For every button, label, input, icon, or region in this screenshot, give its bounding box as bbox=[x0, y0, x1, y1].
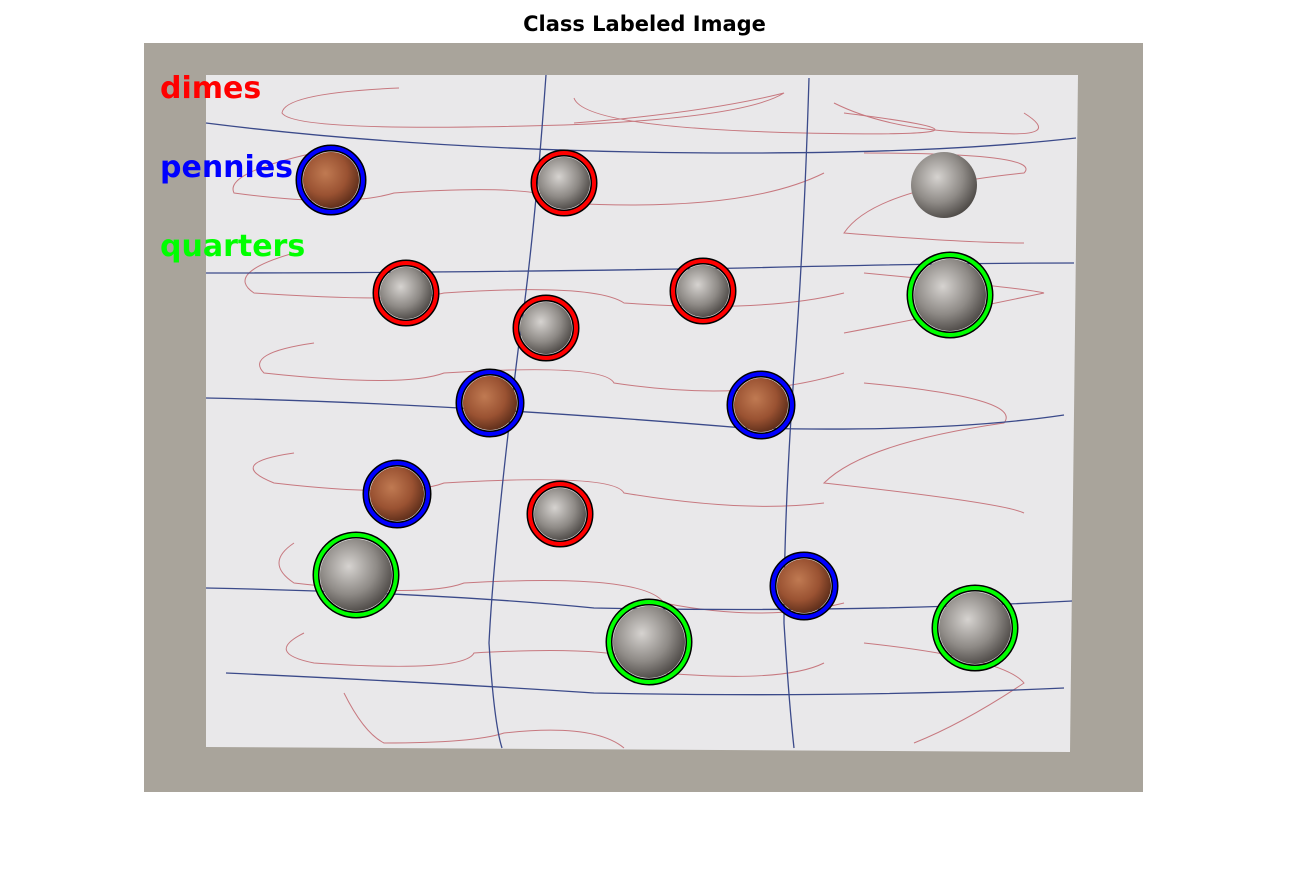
photo-canvas bbox=[144, 43, 1143, 792]
coin-dime bbox=[372, 259, 440, 327]
dime-coin-face bbox=[534, 488, 586, 540]
label-ring-quarter bbox=[933, 586, 1017, 670]
penny-coin-face bbox=[777, 559, 831, 613]
label-ring-quarter bbox=[314, 533, 398, 617]
coin-dime bbox=[669, 257, 737, 325]
label-ring-penny bbox=[728, 372, 794, 438]
label-ring-dime bbox=[514, 296, 578, 360]
label-ring-dime bbox=[532, 151, 596, 215]
quarter-coin-face bbox=[911, 152, 977, 218]
label-ring-quarter bbox=[908, 253, 992, 337]
dime-coin-face bbox=[520, 302, 572, 354]
penny-coin-face bbox=[370, 467, 424, 521]
coin-penny bbox=[362, 459, 432, 529]
label-ring-dime bbox=[528, 482, 592, 546]
coin-quarter bbox=[911, 152, 977, 218]
coin-penny bbox=[295, 144, 367, 216]
coin-quarter bbox=[605, 598, 693, 686]
coin-quarter bbox=[312, 531, 400, 619]
quarter-coin-face bbox=[939, 592, 1011, 664]
dime-coin-face bbox=[677, 265, 729, 317]
coin-dime bbox=[512, 294, 580, 362]
label-ring-penny bbox=[297, 146, 365, 214]
legend-label-quarters: quarters bbox=[160, 229, 306, 264]
label-ring-penny bbox=[364, 461, 430, 527]
figure-title: Class Labeled Image bbox=[523, 12, 766, 36]
coin-quarter bbox=[906, 251, 994, 339]
labeled-photo: dimes pennies quarters bbox=[144, 43, 1143, 792]
label-ring-dime bbox=[374, 261, 438, 325]
coin-penny bbox=[769, 551, 839, 621]
penny-coin-face bbox=[303, 152, 359, 208]
label-ring-dime bbox=[671, 259, 735, 323]
paper-sheet bbox=[206, 75, 1078, 752]
coins-layer bbox=[295, 144, 1019, 686]
coin-dime bbox=[530, 149, 598, 217]
penny-coin-face bbox=[463, 376, 517, 430]
coin-penny bbox=[455, 368, 525, 438]
coin-quarter bbox=[931, 584, 1019, 672]
quarter-coin-face bbox=[320, 539, 392, 611]
dime-coin-face bbox=[380, 267, 432, 319]
quarter-coin-face bbox=[613, 606, 685, 678]
legend-label-pennies: pennies bbox=[160, 150, 294, 185]
legend-label-dimes: dimes bbox=[160, 71, 262, 106]
label-ring-quarter bbox=[607, 600, 691, 684]
label-ring-penny bbox=[457, 370, 523, 436]
blue-lines bbox=[205, 74, 1077, 749]
coin-dime bbox=[526, 480, 594, 548]
red-scribbles bbox=[232, 87, 1045, 749]
coin-penny bbox=[726, 370, 796, 440]
label-ring-penny bbox=[771, 553, 837, 619]
dime-coin-face bbox=[538, 157, 590, 209]
quarter-coin-face bbox=[914, 259, 986, 331]
penny-coin-face bbox=[734, 378, 788, 432]
